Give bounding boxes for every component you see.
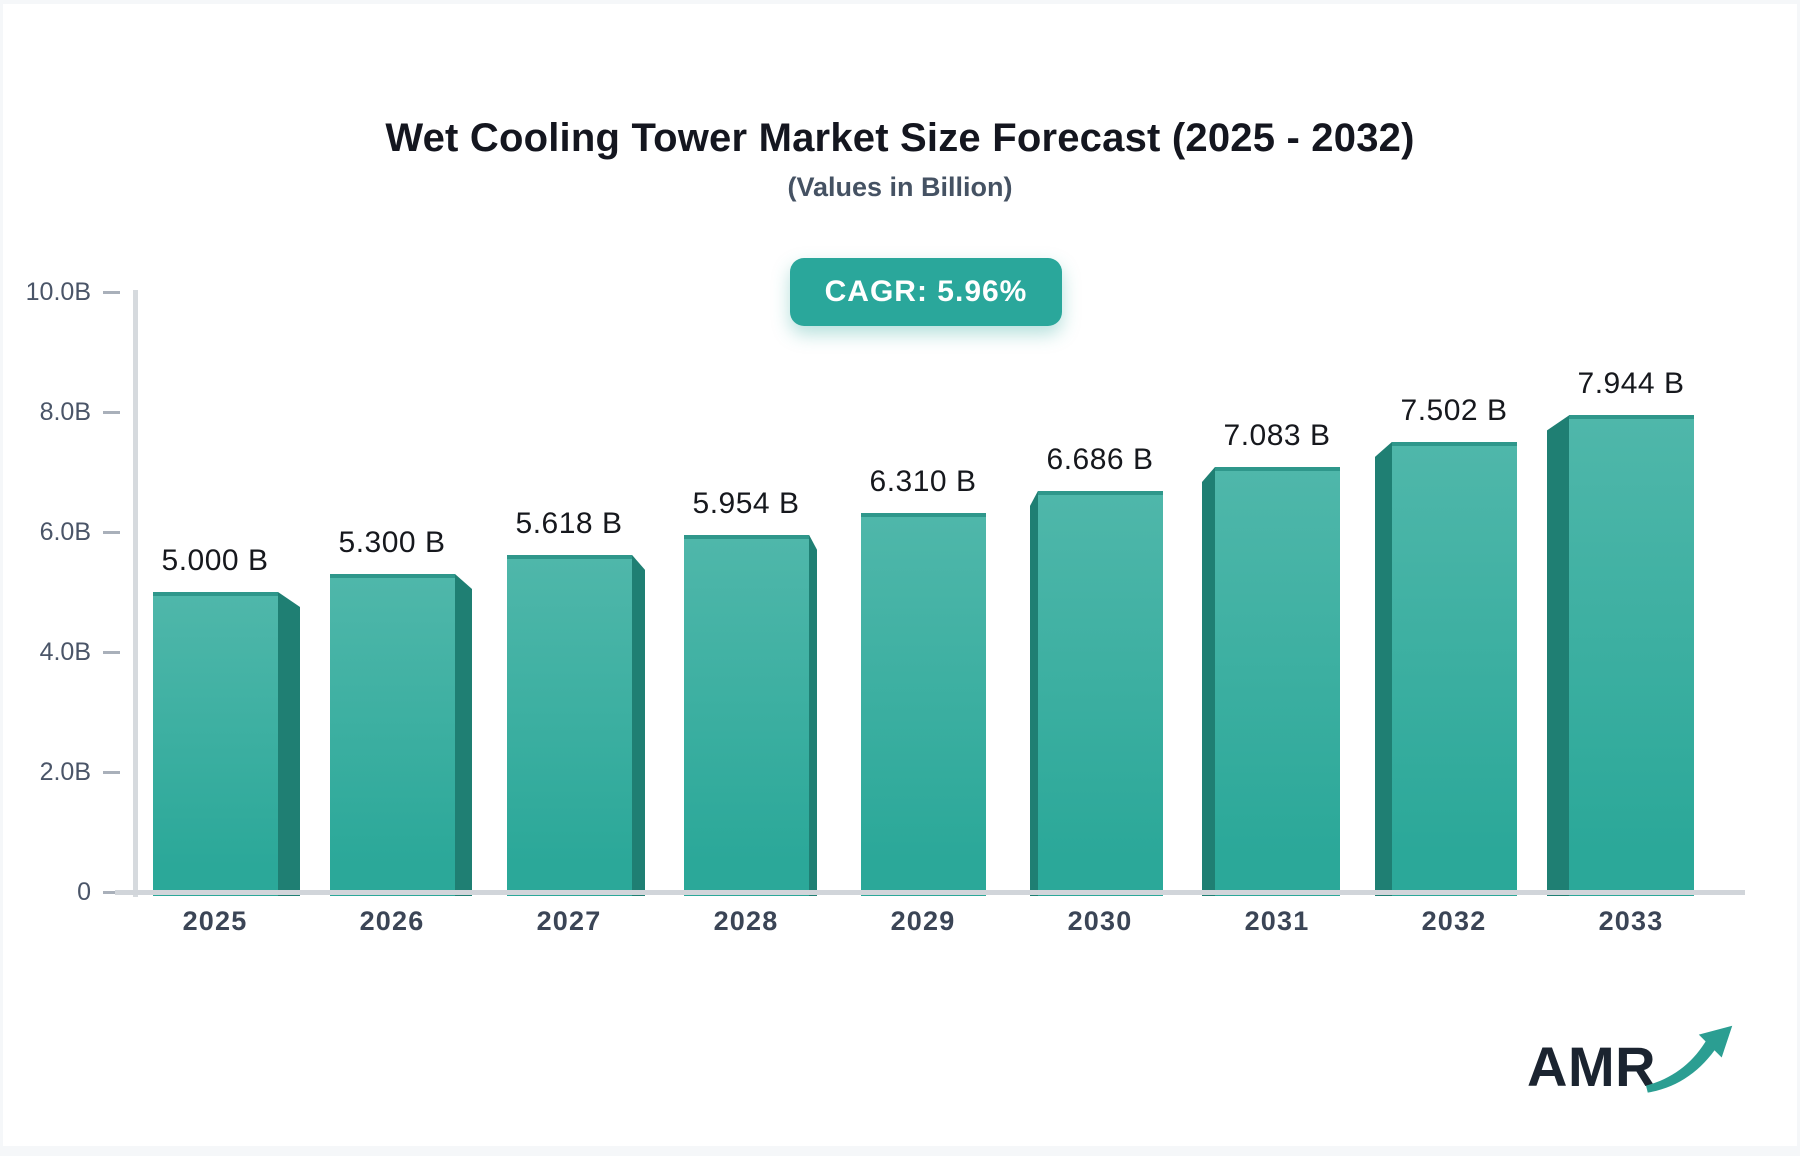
bar-value-label: 5.300 B bbox=[338, 526, 446, 559]
bar-side-face-2031 bbox=[1202, 467, 1215, 896]
bar-value-label: 6.686 B bbox=[1046, 442, 1154, 476]
x-axis-label-2032: 2032 bbox=[1421, 906, 1487, 936]
y-axis-tick bbox=[103, 411, 120, 414]
x-axis-label-2025: 2025 bbox=[182, 906, 248, 936]
bar-2033[interactable] bbox=[1569, 415, 1694, 896]
x-axis-label-2029: 2029 bbox=[890, 906, 956, 936]
bar-value-label: 7.944 B bbox=[1577, 367, 1685, 401]
bar-2029[interactable] bbox=[861, 513, 986, 896]
bar-value-label: 6.310 B bbox=[869, 465, 977, 499]
bar-value-label: 5.954 B bbox=[692, 486, 800, 520]
y-axis-tick-label: 2.0B bbox=[39, 758, 91, 786]
y-axis-tick-label: 8.0B bbox=[39, 398, 91, 426]
amr-logo: AMR bbox=[1527, 1025, 1734, 1103]
x-axis-label-2026: 2026 bbox=[359, 906, 425, 936]
x-axis-label-2033: 2033 bbox=[1598, 906, 1664, 936]
chart-subtitle: (Values in Billion) bbox=[787, 172, 1013, 202]
bar-2026[interactable] bbox=[330, 574, 455, 896]
x-axis-label-2030: 2030 bbox=[1067, 906, 1133, 936]
y-axis-tick-label: 4.0B bbox=[39, 638, 91, 666]
bar-2025[interactable] bbox=[153, 592, 278, 896]
bar-2030[interactable] bbox=[1038, 490, 1163, 896]
bar-2032[interactable] bbox=[1392, 441, 1517, 896]
bar-value-label: 5.618 B bbox=[515, 506, 623, 540]
y-axis-tick-label: 10.0B bbox=[25, 278, 91, 306]
bar-2031[interactable] bbox=[1215, 467, 1340, 896]
amr-logo-text: AMR bbox=[1527, 1035, 1657, 1098]
bar-side-face-2026 bbox=[455, 574, 472, 896]
bar-side-face-2032 bbox=[1375, 441, 1392, 896]
growth-arrow-icon bbox=[1646, 1024, 1734, 1103]
cagr-badge: CAGR: 5.96% bbox=[790, 258, 1062, 326]
bar-side-face-2033 bbox=[1547, 415, 1569, 896]
y-axis-tick bbox=[103, 891, 120, 894]
bar-value-label: 7.502 B bbox=[1400, 393, 1508, 427]
bar-side-face-2027 bbox=[632, 554, 645, 896]
x-axis-label-2027: 2027 bbox=[536, 906, 602, 936]
y-axis-tick bbox=[103, 771, 120, 774]
bar-side-face-2028 bbox=[809, 534, 817, 896]
chart-title: Wet Cooling Tower Market Size Forecast (… bbox=[385, 116, 1415, 160]
y-axis-tick-label: 6.0B bbox=[39, 518, 91, 546]
bar-2027[interactable] bbox=[507, 554, 632, 896]
x-axis-label-2028: 2028 bbox=[713, 906, 779, 936]
bar-side-face-2030 bbox=[1030, 490, 1038, 896]
y-axis-tick bbox=[103, 651, 120, 654]
y-axis-tick bbox=[103, 291, 120, 294]
bar-value-label: 7.083 B bbox=[1223, 419, 1331, 453]
bar-value-label: 5.000 B bbox=[161, 544, 269, 577]
y-axis-tick-label: 0 bbox=[77, 878, 91, 906]
x-axis-baseline bbox=[115, 890, 1745, 895]
y-axis-line bbox=[133, 290, 138, 897]
x-axis-label-2031: 2031 bbox=[1244, 906, 1310, 936]
bar-chart-plot-area: 0 2.0B 4.0B 6.0B 8.0B 10.0B 5.000 B 2025 5.300 B… bbox=[3, 4, 1797, 1146]
bar-2028[interactable] bbox=[684, 534, 809, 896]
y-axis-tick bbox=[103, 531, 120, 534]
chart-card: Wet Cooling Tower Market Size Forecast (… bbox=[3, 4, 1797, 1146]
bar-side-face-2025 bbox=[278, 592, 300, 896]
